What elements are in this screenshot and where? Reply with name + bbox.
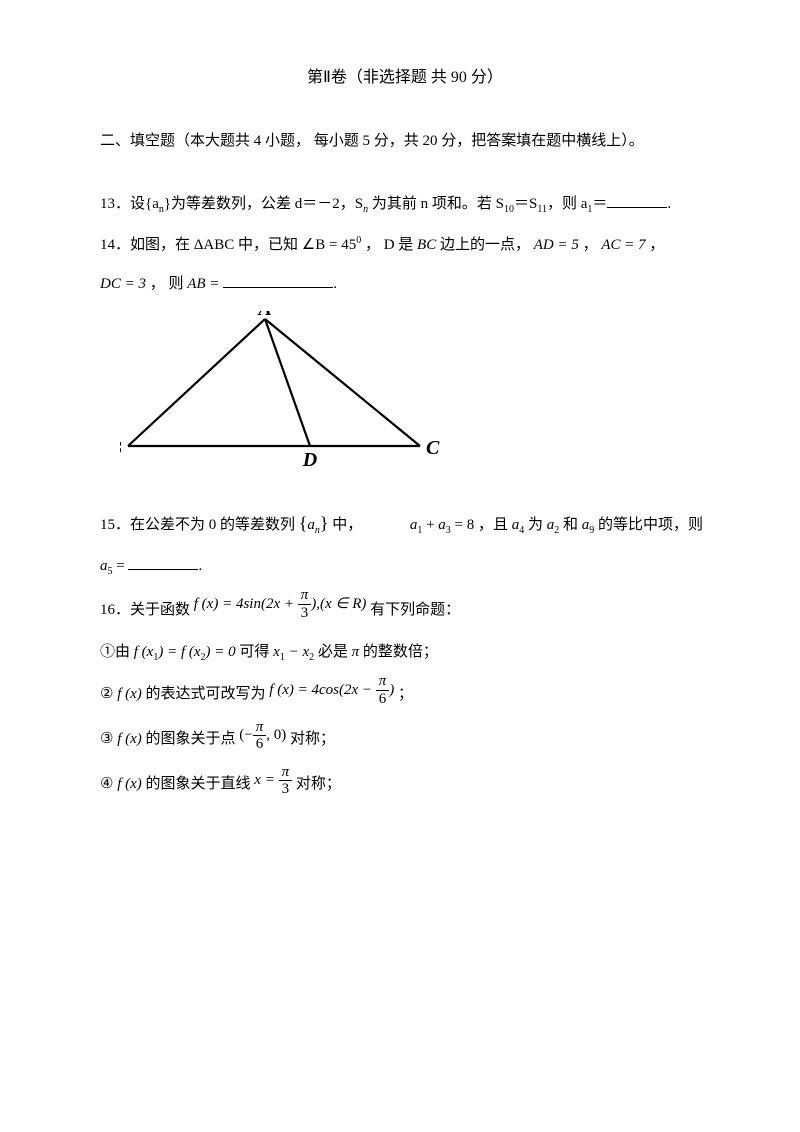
q15-math: a bbox=[100, 558, 108, 574]
q16-text: 16．关于函数 bbox=[100, 602, 194, 618]
q14-math: AB = bbox=[187, 276, 219, 292]
q16-math: f (x) = 4sin(2x + bbox=[194, 596, 298, 612]
q16-p4: ④ bbox=[100, 776, 117, 792]
q16-p2: ② bbox=[100, 686, 117, 702]
q16-math: , 0) bbox=[266, 727, 286, 743]
frac-num: π bbox=[279, 764, 293, 782]
svg-text:C: C bbox=[426, 437, 440, 459]
q13-text: ＝S bbox=[514, 196, 537, 212]
q15-text: 和 bbox=[559, 517, 582, 533]
q13-sub: 10 bbox=[504, 204, 514, 215]
q16-frac: π3 bbox=[279, 764, 293, 798]
q16-p3: ③ bbox=[100, 731, 117, 747]
svg-text:A: A bbox=[256, 311, 271, 320]
q13-text: }为等差数列，公差 d＝－2，S bbox=[164, 196, 363, 212]
q16-text: 的表达式可改写为 bbox=[142, 686, 270, 702]
q13-text: 13．设{a bbox=[100, 196, 159, 212]
triangle-svg: A B D C bbox=[120, 311, 460, 471]
q15-blank bbox=[128, 554, 198, 570]
q15-math: a bbox=[438, 517, 446, 533]
q14-text: ， bbox=[579, 237, 602, 253]
frac-num: π bbox=[376, 673, 390, 691]
q16-text: 有下列命题： bbox=[370, 602, 460, 618]
q14-math: ∠B = 45 bbox=[302, 237, 356, 253]
q16-math: (− bbox=[239, 727, 252, 743]
q16-text: 可得 bbox=[236, 644, 274, 660]
q16-math: ) = 0 bbox=[206, 644, 236, 660]
q14-text: . bbox=[333, 276, 337, 292]
frac-den: 6 bbox=[253, 736, 267, 753]
q14-text: 边上的一点， bbox=[436, 237, 534, 253]
q15-math: = 8 bbox=[451, 517, 474, 533]
q14-math: ΔABC bbox=[194, 237, 235, 253]
q16-math: x = bbox=[254, 772, 278, 788]
q16-text: 必是 bbox=[314, 644, 352, 660]
q15-brace: } bbox=[320, 513, 329, 533]
q15-text: 15．在公差不为 0 的等差数列 bbox=[100, 517, 299, 533]
q14-blank bbox=[223, 272, 333, 288]
frac-num: π bbox=[253, 719, 267, 737]
q13-text: 为其前 n 项和。若 S bbox=[368, 196, 504, 212]
q16-text: ； bbox=[398, 686, 413, 702]
q15-math: = bbox=[113, 558, 129, 574]
frac-den: 6 bbox=[376, 691, 390, 708]
q16-math: − x bbox=[285, 644, 309, 660]
q16-text: 的整数倍； bbox=[359, 644, 438, 660]
q15-text: 的等比中项，则 bbox=[594, 517, 703, 533]
q14-text: 14．如图，在 bbox=[100, 237, 194, 253]
q16-math: x bbox=[273, 644, 280, 660]
q14-text: 中，已知 bbox=[234, 237, 302, 253]
frac-num: π bbox=[298, 587, 312, 605]
question-13: 13．设{an}为等差数列，公差 d＝－2，Sn 为其前 n 项和。若 S10＝… bbox=[100, 188, 710, 221]
q14-math: AD = 5 bbox=[534, 237, 579, 253]
q16-math: ),(x ∈ R) bbox=[311, 596, 366, 612]
q13-sub: 11 bbox=[537, 204, 547, 215]
q16-frac: π6 bbox=[376, 673, 390, 707]
q15-text: 中， bbox=[329, 517, 363, 533]
q14-math: DC = 3 bbox=[100, 276, 146, 292]
q16-p1: ①由 bbox=[100, 644, 134, 660]
q14-text: ， bbox=[646, 237, 665, 253]
q14-text: ， 则 bbox=[146, 276, 187, 292]
q14-text: ， D 是 bbox=[361, 237, 417, 253]
q15-math: + bbox=[422, 517, 438, 533]
section-heading: 二、填空题（本大题共 4 小题， 每小题 5 分，共 20 分，把答案填在题中横… bbox=[100, 125, 710, 158]
q16-math: f (x) bbox=[117, 776, 142, 792]
q13-text: ，则 a bbox=[547, 196, 587, 212]
frac-den: 3 bbox=[279, 781, 293, 798]
q15-text: ，且 bbox=[474, 517, 512, 533]
q16-math: ) = f (x bbox=[158, 644, 200, 660]
q16-text: 对称； bbox=[296, 776, 341, 792]
q16-text: 的图象关于直线 bbox=[142, 776, 255, 792]
question-15: 15．在公差不为 0 的等差数列 {an} 中， a1 + a3 = 8 ，且 … bbox=[100, 504, 710, 583]
svg-text:D: D bbox=[302, 449, 317, 471]
question-16: 16．关于函数 f (x) = 4sin(2x + π3),(x ∈ R) 有下… bbox=[100, 591, 710, 804]
question-14: 14．如图，在 ΔABC 中，已知 ∠B = 450 ， D 是 BC 边上的一… bbox=[100, 229, 710, 301]
q16-math: f (x) bbox=[117, 686, 142, 702]
q14-math: AC = 7 bbox=[601, 237, 645, 253]
q15-text: . bbox=[198, 558, 202, 574]
q14-math: BC bbox=[417, 237, 436, 253]
q16-text: 的图象关于点 bbox=[142, 731, 240, 747]
page-title: 第Ⅱ卷（非选择题 共 90 分） bbox=[100, 60, 710, 95]
q16-math: f (x) = 4cos(2x − bbox=[269, 682, 375, 698]
q16-math: f (x) bbox=[117, 731, 142, 747]
q16-text: 对称； bbox=[290, 731, 335, 747]
q13-text: . bbox=[667, 196, 671, 212]
q16-math: ) bbox=[389, 682, 394, 698]
q13-blank bbox=[607, 192, 667, 208]
frac-den: 3 bbox=[298, 605, 312, 622]
q15-text: 为 bbox=[524, 517, 547, 533]
svg-text:B: B bbox=[120, 437, 122, 459]
q13-text: ＝ bbox=[592, 196, 607, 212]
triangle-figure: A B D C bbox=[120, 311, 710, 484]
q15-math: a bbox=[307, 517, 315, 533]
q16-frac: π3 bbox=[298, 587, 312, 621]
q16-math: f (x bbox=[134, 644, 154, 660]
q16-frac: π6 bbox=[253, 719, 267, 753]
